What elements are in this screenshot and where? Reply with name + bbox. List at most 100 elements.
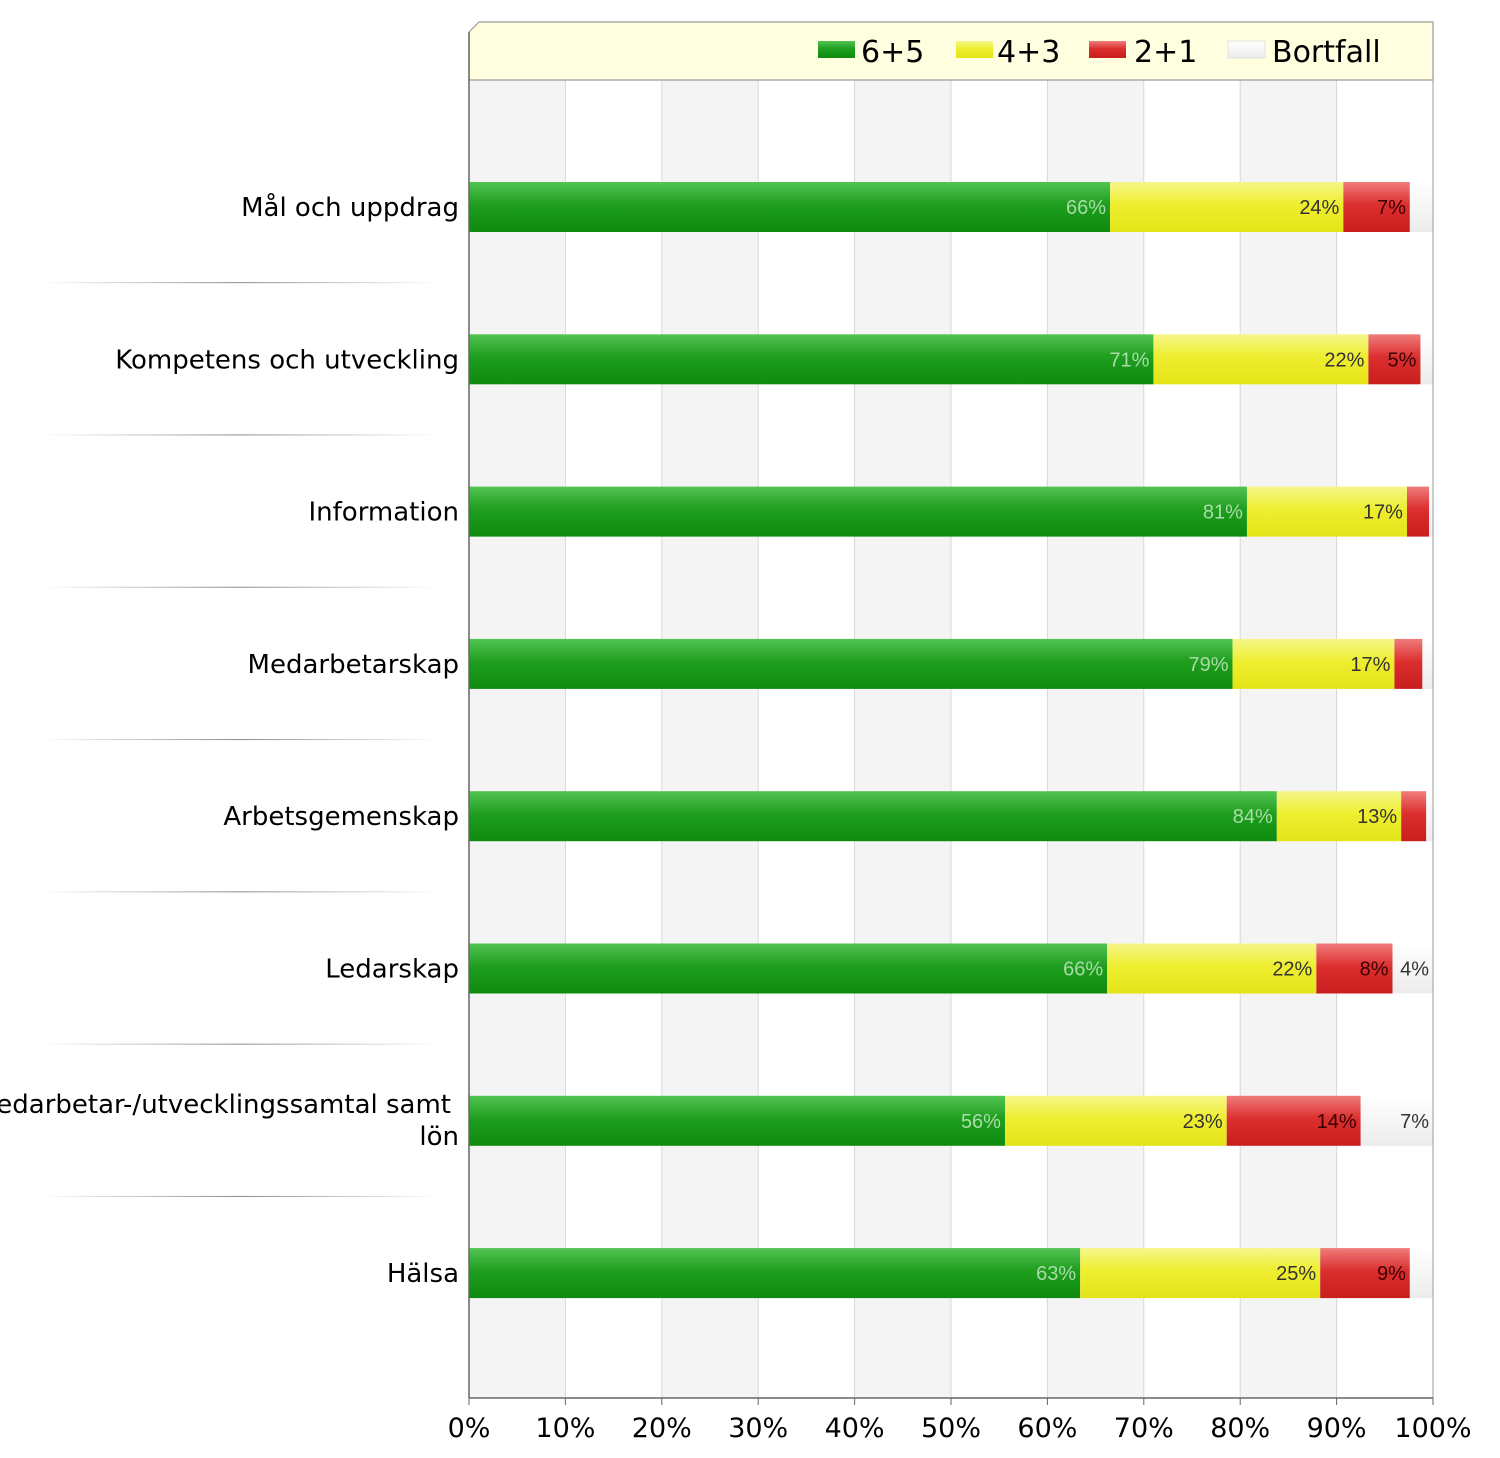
x-tick-label: 20%	[632, 1413, 692, 1444]
data-label: 71%	[1109, 349, 1149, 371]
x-tick-label: 90%	[1307, 1413, 1367, 1444]
bar-segment	[469, 486, 1247, 537]
x-tick-label: 100%	[1394, 1413, 1471, 1444]
category-label: Ledarskap	[325, 955, 459, 985]
bar-row: 81% 17%	[469, 486, 1433, 537]
bar-row: 63% 25% 9%	[469, 1248, 1433, 1299]
plot-band	[565, 80, 662, 1398]
bar-segment	[1320, 1248, 1410, 1299]
data-label: 66%	[1063, 959, 1103, 981]
bar-segment	[1316, 943, 1393, 994]
data-label: 14%	[1317, 1111, 1357, 1133]
bar-segment	[1422, 638, 1433, 689]
row-separator	[40, 586, 440, 588]
plot-band	[854, 80, 951, 1398]
bar-segment	[469, 1248, 1081, 1299]
bar-segment	[1080, 1248, 1321, 1299]
data-label: 25%	[1276, 1263, 1316, 1285]
bar-row: 79% 17%	[469, 638, 1433, 689]
bar-segment	[1360, 1095, 1433, 1146]
data-label: 17%	[1363, 502, 1403, 524]
row-separator	[40, 739, 440, 741]
category-label: Information	[308, 498, 459, 528]
plot-band	[1240, 80, 1337, 1398]
bar-segment	[1153, 334, 1369, 385]
bar-segment	[1392, 943, 1433, 994]
bar-segment	[1409, 1248, 1433, 1299]
x-tick-label: 60%	[1017, 1413, 1077, 1444]
bar-segment	[1110, 182, 1344, 232]
x-tick-label: 10%	[535, 1413, 595, 1444]
x-tick-label: 50%	[921, 1413, 981, 1444]
bars-layer: 66% 24% 7% 71% 22% 5% 81% 17% 79% 17% 84% 13% 66% 22%…	[469, 182, 1433, 1299]
bar-segment	[1343, 182, 1410, 232]
category-label: Arbetsgemenskap	[223, 802, 459, 832]
bar-segment	[469, 334, 1154, 385]
data-label: 4%	[1400, 959, 1429, 981]
category-label: Kompetens och utveckling	[115, 345, 459, 375]
legend-swatch	[1227, 40, 1266, 59]
bar-row: 71% 22% 5%	[469, 334, 1433, 385]
bar-segment	[1226, 1095, 1361, 1146]
data-label: 22%	[1272, 959, 1312, 981]
bar-segment	[1420, 334, 1433, 385]
plot-band	[661, 80, 759, 1398]
legend-label: 6+5	[861, 35, 924, 70]
bar-segment	[1246, 486, 1407, 537]
data-label: 24%	[1299, 197, 1339, 219]
category-label: Mål och uppdrag	[241, 192, 459, 223]
plot-band	[469, 80, 566, 1398]
data-label: 5%	[1388, 349, 1417, 371]
row-separator	[40, 1195, 440, 1197]
bar-row: 56% 23% 14% 7%	[469, 1095, 1433, 1146]
bar-segment	[469, 182, 1111, 232]
data-label: 23%	[1183, 1111, 1223, 1133]
x-tick-label: 0%	[448, 1413, 491, 1444]
bar-segment	[1426, 791, 1433, 842]
bar-segment	[1409, 182, 1433, 232]
data-label: 17%	[1350, 654, 1390, 676]
row-separator	[40, 1043, 440, 1045]
bar-segment	[1107, 943, 1317, 994]
legend-label: 2+1	[1134, 35, 1197, 70]
axes-layer: Mål och uppdrag Kompetens och utveckling I…	[0, 32, 1472, 1444]
legend-swatch	[956, 41, 993, 58]
data-label: 8%	[1360, 959, 1389, 981]
data-label: 7%	[1377, 197, 1406, 219]
bar-segment	[1232, 638, 1395, 689]
legend-swatch	[1089, 41, 1126, 58]
plot-band	[758, 80, 855, 1398]
plot-background	[469, 80, 1433, 1398]
legend-label: Bortfall	[1272, 35, 1381, 70]
data-label: 22%	[1324, 349, 1364, 371]
legend-label: 4+3	[997, 35, 1060, 70]
category-label: Medarbetar-/utvecklingssamtal samt	[0, 1090, 451, 1120]
plot-band	[1047, 80, 1144, 1398]
bar-segment	[469, 943, 1108, 994]
row-separator	[40, 282, 440, 284]
bar-segment	[1276, 791, 1402, 842]
data-label: 13%	[1357, 806, 1397, 828]
x-tick-label: 80%	[1210, 1413, 1270, 1444]
category-label: Medarbetarskap	[248, 650, 459, 680]
plot-band	[1336, 80, 1433, 1398]
x-tick-label: 40%	[825, 1413, 885, 1444]
bar-segment	[1394, 638, 1423, 689]
bar-segment	[469, 638, 1233, 689]
legend: 6+5 4+3 2+1 Bortfall	[468, 21, 1434, 81]
bar-segment	[1406, 486, 1430, 537]
data-label: 7%	[1400, 1111, 1429, 1133]
x-tick-label: 70%	[1114, 1413, 1174, 1444]
data-label: 56%	[961, 1111, 1001, 1133]
bar-segment	[469, 1095, 1005, 1146]
plot-band	[1143, 80, 1241, 1398]
bar-segment	[1401, 791, 1427, 842]
x-tick-label: 30%	[728, 1413, 788, 1444]
data-label: 84%	[1233, 806, 1273, 828]
bar-row: 84% 13%	[469, 791, 1433, 842]
plot-band	[951, 80, 1048, 1398]
row-separator	[40, 891, 440, 893]
data-label: 81%	[1203, 502, 1243, 524]
bar-segment	[1004, 1095, 1227, 1146]
